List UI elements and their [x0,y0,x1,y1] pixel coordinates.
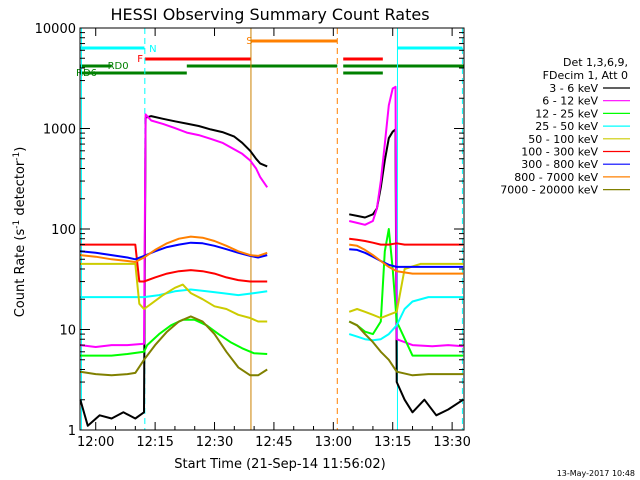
legend-label: 7000 - 20000 keV [500,184,598,197]
y-tick-label: 1 [68,424,76,439]
y-tick-label: 100 [51,223,76,238]
flag-bars: N S F RD0 RD6 [76,36,464,79]
series-line-6 [80,243,268,283]
y-tick-label: 1000 [43,123,76,138]
flag-label-f: F [137,54,143,65]
series-line-7 [80,241,268,261]
legend-label: 12 - 25 keV [535,107,598,120]
legend-label: 800 - 7000 keV [514,171,598,184]
series-line-1 [79,115,268,427]
x-tick-label: 13:15 [374,435,411,450]
x-tick-label: 13:00 [315,435,352,450]
series-line-9 [348,320,464,377]
series-line-2 [348,85,464,348]
x-axis: 12:00 12:15 12:30 12:45 13:00 13:15 13:30 [77,28,471,450]
y-tick-label: 10 [59,324,76,339]
y-axis: 1 10 100 1000 10000 [35,22,464,439]
flag-label-n: N [149,44,156,55]
flag-label-s: S [246,36,252,47]
y-axis-label: Count Rate (s-1 detector-1) [12,147,28,318]
x-axis-label: Start Time (21-Sep-14 11:56:02) [174,457,385,472]
series-lines [79,85,464,427]
series-line-8 [349,243,464,275]
legend-label: 300 - 800 keV [521,158,598,171]
legend-label: 6 - 12 keV [542,95,598,108]
series-line-3 [348,228,464,357]
footer-date: 13-May-2017 10:48 [557,469,635,478]
legend-label: 3 - 6 keV [549,82,598,95]
chart-title: HESSI Observing Summary Count Rates [110,5,429,24]
series-line-8 [80,235,268,263]
series-line-2 [80,113,269,348]
flag-label-rd6: RD6 [76,68,97,79]
series-line-4 [80,288,268,299]
legend-header-line-1: Det 1,3,6,9, [563,56,628,69]
legend-label: 100 - 300 keV [521,146,598,159]
legend-header-line-2: FDecim 1, Att 0 [543,69,628,82]
legend: Det 1,3,6,9, FDecim 1, Att 0 3 - 6 keV6 … [500,56,630,197]
series-line-9 [80,315,268,377]
x-tick-label: 12:30 [196,435,233,450]
legend-label: 50 - 100 keV [528,133,598,146]
series-line-1 [349,128,464,417]
y-tick-label: 10000 [35,22,76,37]
series-line-7 [349,248,464,268]
series-line-5 [348,262,464,319]
flag-label-rd0: RD0 [108,61,129,72]
x-tick-label: 12:15 [136,435,173,450]
series-line-6 [349,237,464,246]
x-tick-label: 13:30 [433,435,470,450]
legend-label: 25 - 50 keV [535,120,598,133]
series-line-4 [348,296,464,342]
x-tick-label: 12:45 [255,435,292,450]
x-tick-label: 12:00 [77,435,114,450]
series-line-5 [80,262,268,323]
